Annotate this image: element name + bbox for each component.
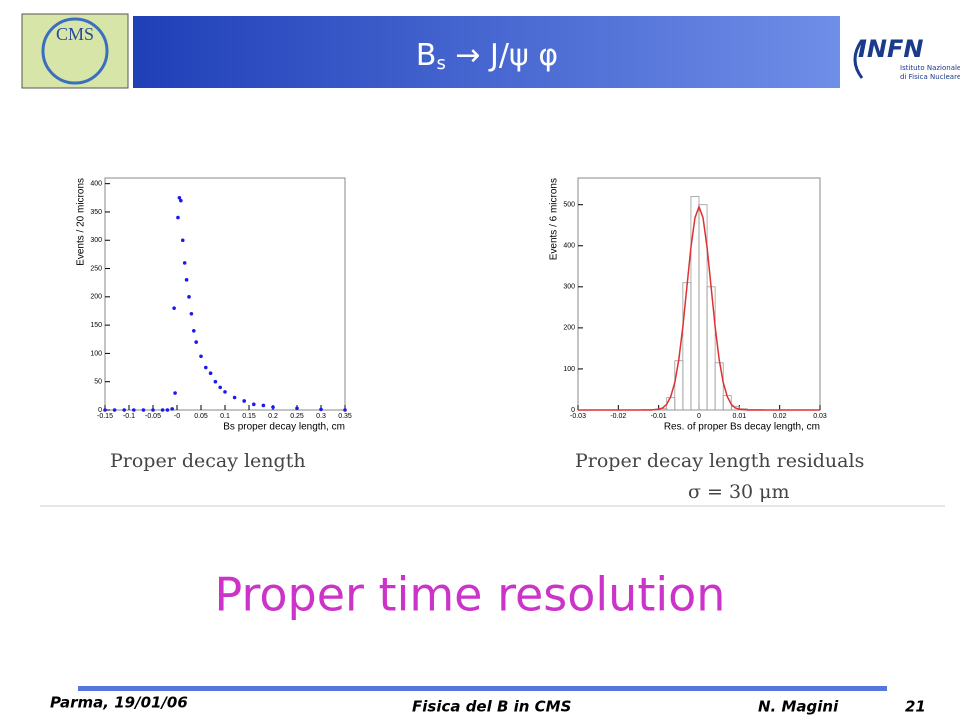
data-point — [113, 408, 117, 412]
x-tick-label: 0.03 — [813, 413, 827, 420]
y-tick-label: 400 — [563, 243, 575, 250]
y-axis-label: Events / 6 microns — [549, 178, 560, 260]
x-tick-label: 0.01 — [733, 413, 747, 420]
x-tick-label: -0.1 — [123, 413, 135, 420]
data-point — [199, 354, 203, 358]
data-point — [214, 380, 218, 384]
data-point — [223, 390, 227, 394]
data-point — [181, 238, 185, 242]
x-tick-label: -0.03 — [570, 413, 586, 420]
cms-text: CMS — [56, 24, 94, 44]
footer-place: Parma, 19/01/06 — [50, 694, 188, 712]
data-point — [185, 278, 189, 282]
y-tick-label: 300 — [563, 284, 575, 291]
y-tick-label: 400 — [90, 181, 102, 188]
data-point — [242, 399, 246, 403]
data-point — [151, 408, 155, 412]
data-point — [233, 396, 237, 400]
footer-bar — [78, 686, 887, 691]
infn-sub: di Fisica Nucleare — [900, 73, 960, 81]
data-point — [343, 408, 347, 412]
data-point — [319, 408, 323, 412]
x-tick-label: -0.15 — [97, 413, 113, 420]
infn-text: INFN — [858, 35, 924, 63]
x-tick-label: -0.01 — [651, 413, 667, 420]
y-tick-label: 100 — [563, 366, 575, 373]
data-point — [132, 408, 136, 412]
footer-author: N. Magini — [758, 698, 839, 716]
y-tick-label: 300 — [90, 237, 102, 244]
x-axis-label: Bs proper decay length, cm — [223, 422, 345, 433]
title-main: B — [416, 38, 437, 73]
data-point — [122, 408, 126, 412]
y-tick-label: 250 — [90, 265, 102, 272]
data-point — [170, 407, 174, 411]
data-point — [218, 386, 222, 390]
data-point — [190, 312, 194, 316]
title-sub: s — [436, 53, 445, 74]
x-tick-label: -0 — [174, 413, 180, 420]
caption: Proper decay length — [110, 450, 306, 472]
caption: σ = 30 μm — [688, 481, 790, 503]
headline: Proper time resolution — [215, 568, 726, 622]
data-point — [262, 404, 266, 408]
data-point — [172, 306, 176, 310]
data-point — [142, 408, 146, 412]
x-axis-label: Res. of proper Bs decay length, cm — [664, 422, 820, 433]
footer-talk: Fisica del B in CMS — [412, 698, 571, 716]
y-tick-label: 350 — [90, 209, 102, 216]
y-tick-label: 50 — [94, 379, 102, 386]
data-point — [204, 366, 208, 370]
y-axis-label: Events / 20 microns — [76, 178, 87, 266]
data-point — [252, 403, 256, 407]
data-point — [166, 408, 170, 412]
data-point — [176, 216, 180, 220]
x-tick-label: 0.2 — [268, 413, 278, 420]
y-tick-label: 200 — [563, 325, 575, 332]
x-tick-label: 0.15 — [242, 413, 256, 420]
plot-frame — [105, 178, 345, 410]
data-point — [192, 329, 196, 333]
x-tick-label: -0.02 — [610, 413, 626, 420]
x-tick-label: 0 — [697, 413, 701, 420]
data-point — [183, 261, 187, 265]
data-point — [271, 405, 275, 409]
data-point — [194, 340, 198, 344]
x-tick-label: 0.02 — [773, 413, 787, 420]
x-tick-label: 0.25 — [290, 413, 304, 420]
y-tick-label: 0 — [571, 407, 575, 414]
footer-page: 21 — [905, 698, 926, 716]
x-tick-label: 0.1 — [220, 413, 230, 420]
y-tick-label: 0 — [98, 407, 102, 414]
x-tick-label: 0.05 — [194, 413, 208, 420]
x-tick-label: 0.35 — [338, 413, 352, 420]
data-point — [295, 407, 299, 411]
title-rest: → J/ψ φ — [446, 38, 558, 73]
data-point — [161, 408, 165, 412]
infn-sub: Istituto Nazionale — [900, 64, 960, 72]
data-point — [209, 371, 213, 375]
caption: Proper decay length residuals — [575, 450, 864, 472]
data-point — [179, 199, 183, 203]
data-point — [103, 408, 107, 412]
data-point — [187, 295, 191, 299]
y-tick-label: 200 — [90, 294, 102, 301]
x-tick-label: 0.3 — [316, 413, 326, 420]
y-tick-label: 150 — [90, 322, 102, 329]
y-tick-label: 100 — [90, 350, 102, 357]
data-point — [173, 391, 177, 395]
x-tick-label: -0.05 — [145, 413, 161, 420]
y-tick-label: 500 — [563, 202, 575, 209]
